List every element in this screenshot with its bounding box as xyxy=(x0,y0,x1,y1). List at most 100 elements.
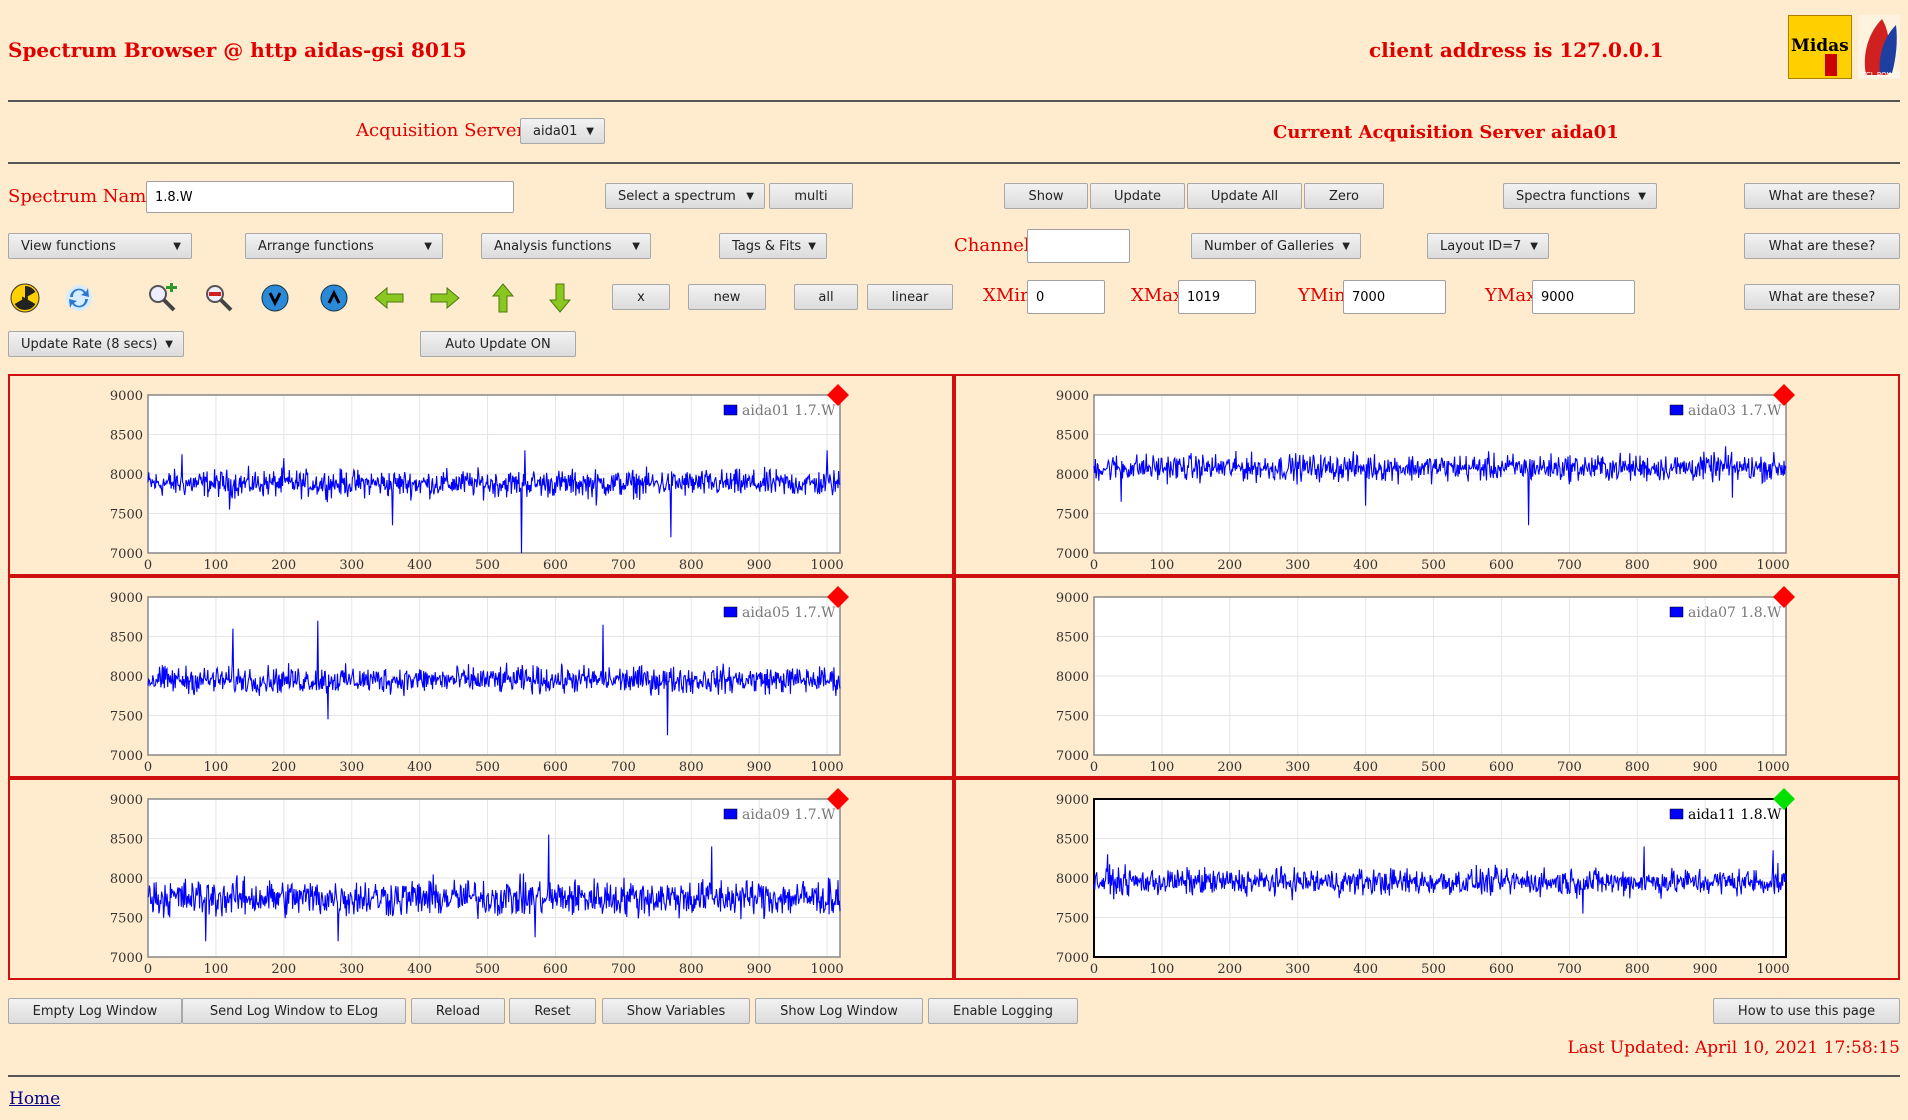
y-tick-label: 8000 xyxy=(1056,468,1089,483)
channel-input[interactable] xyxy=(1027,229,1130,263)
reload-button[interactable]: Reload xyxy=(411,998,505,1024)
zoom-in-icon[interactable] xyxy=(145,281,179,315)
acq-server-select[interactable]: aida01 ▼ xyxy=(520,118,605,144)
select-spectrum-dropdown[interactable]: Select a spectrum ▼ xyxy=(605,183,765,209)
all-button[interactable]: all xyxy=(794,284,858,310)
inactive-marker-icon xyxy=(1773,384,1795,406)
arrow-up-icon[interactable] xyxy=(486,281,520,315)
client-address: client address is 127.0.0.1 xyxy=(1369,38,1664,62)
home-link[interactable]: Home xyxy=(9,1089,61,1109)
number-of-galleries-dropdown[interactable]: Number of Galleries ▼ xyxy=(1191,233,1361,259)
linear-button[interactable]: linear xyxy=(867,284,953,310)
update-all-button[interactable]: Update All xyxy=(1187,183,1302,209)
spectrum-panel[interactable]: 0 100 200 300 400 500 600 700 800 900 1000 9000 8500… xyxy=(954,778,1900,980)
x-tick-label: 400 xyxy=(407,558,432,573)
y-tick-label: 9000 xyxy=(1056,591,1089,606)
plot-frame xyxy=(147,596,841,756)
x-tick-label: 500 xyxy=(475,962,500,977)
show-log-window-button[interactable]: Show Log Window xyxy=(755,998,923,1024)
zero-button[interactable]: Zero xyxy=(1304,183,1384,209)
x-tick-label: 500 xyxy=(1421,962,1446,977)
x-tick-label: 600 xyxy=(543,558,568,573)
arrange-functions-dropdown[interactable]: Arrange functions ▼ xyxy=(245,233,443,259)
acq-servers-label: Acquisition Servers xyxy=(356,120,535,141)
how-to-use-button[interactable]: How to use this page xyxy=(1713,998,1900,1024)
tags-fits-dropdown[interactable]: Tags & Fits ▼ xyxy=(719,233,827,259)
xmin-input[interactable]: 0 xyxy=(1027,280,1105,314)
view-functions-dropdown[interactable]: View functions ▼ xyxy=(8,233,192,259)
x-tick-label: 100 xyxy=(203,558,228,573)
ymax-input[interactable]: 9000 xyxy=(1532,280,1635,314)
x-tick-label: 500 xyxy=(1421,558,1446,573)
midas-logo: Midas xyxy=(1788,15,1852,79)
update-rate-dropdown[interactable]: Update Rate (8 secs) ▼ xyxy=(8,331,184,357)
y-tick-label: 8500 xyxy=(1056,631,1089,646)
spectrum-trace xyxy=(147,450,841,554)
spectrum-name-input[interactable]: 1.8.W xyxy=(146,181,514,213)
y-tick-label: 7000 xyxy=(110,951,143,966)
xmax-input[interactable]: 1019 xyxy=(1178,280,1256,314)
what-are-these-button-1[interactable]: What are these? xyxy=(1744,183,1900,209)
what-are-these-button-3[interactable]: What are these? xyxy=(1744,284,1900,310)
scroll-up-icon[interactable] xyxy=(317,281,351,315)
legend-label: aida03 1.7.W xyxy=(1688,403,1782,419)
multi-button[interactable]: multi xyxy=(769,183,853,209)
chevron-down-icon: ▼ xyxy=(1342,240,1350,252)
analysis-functions-dropdown[interactable]: Analysis functions ▼ xyxy=(481,233,651,259)
scroll-down-icon[interactable] xyxy=(258,281,292,315)
auto-update-button[interactable]: Auto Update ON xyxy=(420,331,576,357)
x-tick-label: 0 xyxy=(1090,962,1098,977)
x-tick-label: 700 xyxy=(611,760,636,775)
legend-swatch xyxy=(723,606,738,618)
arrow-down-icon[interactable] xyxy=(543,281,577,315)
new-button[interactable]: new xyxy=(688,284,766,310)
layout-id-dropdown[interactable]: Layout ID=7 ▼ xyxy=(1427,233,1549,259)
what-are-these-button-2[interactable]: What are these? xyxy=(1744,233,1900,259)
show-variables-button[interactable]: Show Variables xyxy=(602,998,750,1024)
spectrum-panel[interactable]: 0 100 200 300 400 500 600 700 800 900 1000 9000 8500… xyxy=(954,374,1900,576)
spectrum-panel[interactable]: 0 100 200 300 400 500 600 700 800 900 1000 9000 8500… xyxy=(954,576,1900,778)
spectrum-panel[interactable]: 0 100 200 300 400 500 600 700 800 900 1000 9000 8500… xyxy=(8,778,954,980)
y-tick-label: 9000 xyxy=(1056,389,1089,404)
plot-frame xyxy=(147,798,841,958)
enable-logging-button[interactable]: Enable Logging xyxy=(928,998,1078,1024)
spectra-functions-dropdown[interactable]: Spectra functions ▼ xyxy=(1503,183,1657,209)
x-button[interactable]: x xyxy=(612,284,670,310)
chevron-down-icon: ▼ xyxy=(165,338,173,350)
xmin-label: XMin xyxy=(983,285,1032,306)
legend-label: aida05 1.7.W xyxy=(742,605,836,621)
spectrum-panel[interactable]: 0 100 200 300 400 500 600 700 800 900 1000 9000 8500… xyxy=(8,576,954,778)
legend-label: aida07 1.8.W xyxy=(1688,605,1782,621)
channel-label: Channel: xyxy=(954,235,1036,256)
zoom-out-icon[interactable] xyxy=(202,281,236,315)
y-tick-label: 8500 xyxy=(1056,429,1089,444)
x-tick-label: 600 xyxy=(543,962,568,977)
legend-label: aida09 1.7.W xyxy=(742,807,836,823)
ymin-input[interactable]: 7000 xyxy=(1343,280,1446,314)
x-tick-label: 300 xyxy=(339,558,364,573)
refresh-icon[interactable] xyxy=(62,281,96,315)
arrow-right-icon[interactable] xyxy=(428,281,462,315)
empty-log-window-button[interactable]: Empty Log Window xyxy=(8,998,182,1024)
spectrum-trace xyxy=(1093,446,1787,526)
radiation-icon[interactable] xyxy=(8,281,42,315)
spectrum-trace xyxy=(1093,846,1787,914)
page-title: Spectrum Browser @ http aidas-gsi 8015 xyxy=(8,38,467,62)
chevron-down-icon: ▼ xyxy=(1638,190,1646,202)
x-tick-label: 200 xyxy=(271,558,296,573)
x-tick-label: 900 xyxy=(1693,962,1718,977)
y-tick-label: 8500 xyxy=(110,833,143,848)
y-tick-label: 7500 xyxy=(110,508,143,523)
reset-button[interactable]: Reset xyxy=(509,998,596,1024)
x-tick-label: 1000 xyxy=(811,558,844,573)
x-tick-label: 200 xyxy=(1217,962,1242,977)
update-button[interactable]: Update xyxy=(1090,183,1185,209)
show-button[interactable]: Show xyxy=(1004,183,1088,209)
y-tick-label: 7500 xyxy=(1056,912,1089,927)
inactive-marker-icon xyxy=(827,788,849,810)
x-tick-label: 700 xyxy=(1557,558,1582,573)
spectrum-panel[interactable]: 0 100 200 300 400 500 600 700 800 900 1000 9000 8500… xyxy=(8,374,954,576)
x-tick-label: 0 xyxy=(144,558,152,573)
send-log-window-to-elog-button[interactable]: Send Log Window to ELog xyxy=(182,998,406,1024)
arrow-left-icon[interactable] xyxy=(372,281,406,315)
